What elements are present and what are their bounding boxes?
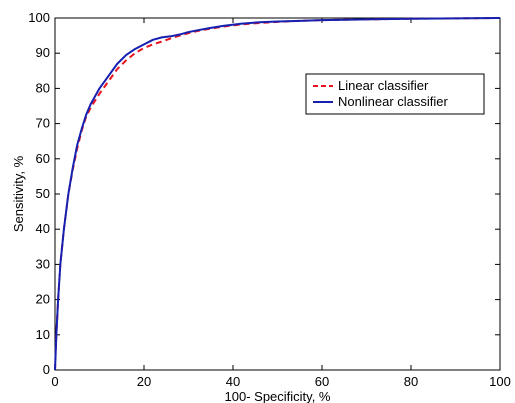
y-tick-label: 100: [28, 10, 50, 25]
y-axis-label: Sensitivity, %: [11, 155, 26, 232]
x-tick-label: 60: [315, 374, 329, 389]
x-axis: 0 20 40 60 80 100: [51, 18, 511, 389]
series-layer: [54, 17, 501, 371]
x-tick-label: 20: [137, 374, 151, 389]
x-tick-label: 0: [51, 374, 58, 389]
y-tick-label: 90: [36, 45, 50, 60]
plot-area: [54, 17, 501, 371]
legend-label-linear: Linear classifier: [338, 78, 429, 93]
legend-box: [305, 73, 485, 115]
y-tick-label: 10: [36, 327, 50, 342]
x-tick-label: 40: [226, 374, 240, 389]
series-line-nonlinear: [54, 17, 501, 371]
y-tick-label: 0: [43, 362, 50, 377]
x-tick-label: 100: [489, 374, 511, 389]
y-tick-label: 40: [36, 221, 50, 236]
x-axis-label: 100- Specificity, %: [225, 389, 331, 403]
y-axis: 0 10 20 30 40 50 60 70 80 90 100: [28, 10, 500, 377]
y-tick-label: 80: [36, 80, 50, 95]
y-tick-label: 20: [36, 292, 50, 307]
legend-label-nonlinear: Nonlinear classifier: [338, 94, 448, 109]
y-tick-label: 30: [36, 256, 50, 271]
y-tick-label: 60: [36, 151, 50, 166]
legend: Linear classifier Nonlinear classifier: [305, 73, 485, 115]
x-tick-label: 80: [404, 374, 418, 389]
y-tick-label: 50: [36, 186, 50, 201]
y-tick-label: 70: [36, 116, 50, 131]
